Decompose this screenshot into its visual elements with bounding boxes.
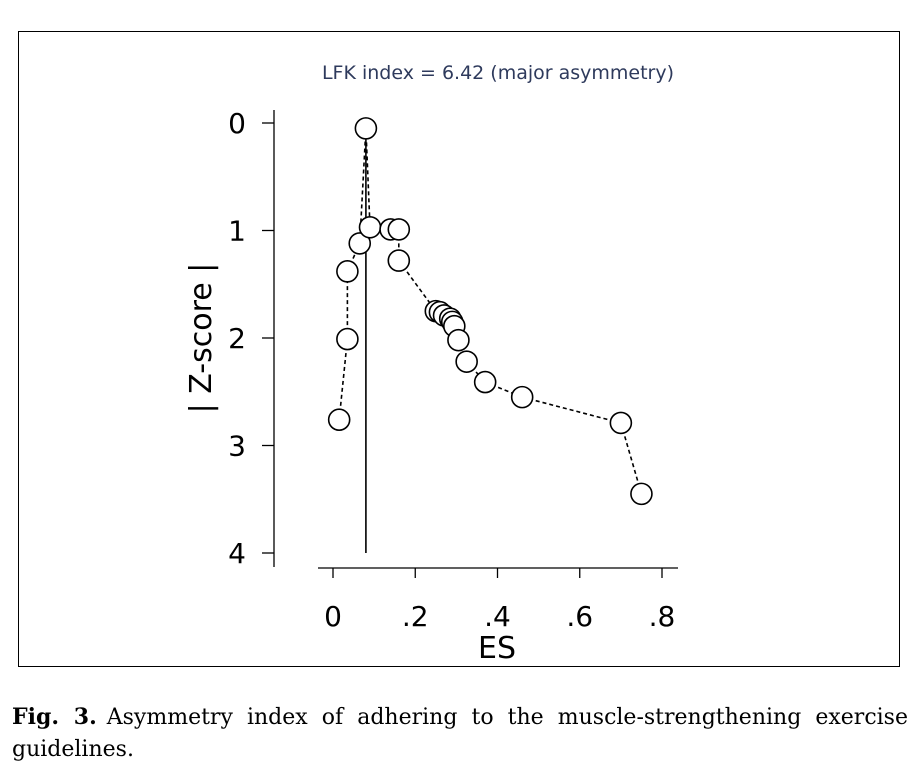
- caption-text: Asymmetry index of adhering to the muscl…: [12, 705, 908, 762]
- connector-segment: [358, 128, 367, 244]
- figure-caption: Fig. 3. Asymmetry index of adhering to th…: [12, 701, 908, 766]
- data-point: [354, 117, 378, 140]
- caption-label: Fig. 3.: [12, 704, 97, 730]
- y-tick-label: 1: [228, 215, 246, 248]
- data-point: [447, 328, 470, 352]
- data-point: [387, 249, 411, 272]
- data-point: [510, 385, 534, 409]
- data-point: [455, 350, 478, 373]
- data-point: [473, 370, 497, 394]
- data-point: [630, 482, 653, 506]
- x-axis-label: ES: [478, 631, 516, 666]
- y-axis-label: | Z-score |: [184, 263, 219, 414]
- connector-lines: [338, 128, 643, 495]
- connector-segment: [365, 128, 371, 228]
- axes: 0 1 2 3 4 0 .2 .4 .6 .8: [228, 107, 678, 633]
- data-point: [336, 260, 359, 283]
- connector-segment: [521, 396, 622, 424]
- connector-segment: [346, 243, 361, 272]
- data-point: [327, 408, 351, 432]
- data-point: [336, 327, 359, 351]
- data-point: [387, 218, 411, 241]
- data-point: [348, 232, 372, 255]
- x-tick-label: .4: [484, 600, 511, 633]
- y-tick-label: 0: [228, 107, 246, 140]
- data-point: [358, 215, 382, 239]
- x-tick-label: .8: [649, 600, 676, 633]
- connector-segment: [338, 338, 349, 420]
- x-tick-label: 0: [324, 600, 342, 633]
- y-tick-label: 3: [228, 430, 246, 463]
- data-point: [609, 411, 633, 435]
- x-tick-label: .2: [402, 600, 429, 633]
- chart: LFK index = 6.42 (major asymmetry) 0 1 2 3 4…: [184, 62, 678, 666]
- y-tick-label: 2: [228, 322, 246, 355]
- x-tick-label: .6: [566, 600, 593, 633]
- chart-title: LFK index = 6.42 (major asymmetry): [322, 62, 674, 84]
- data-points: [327, 117, 653, 506]
- connector-segment: [620, 422, 643, 495]
- y-tick-label: 4: [228, 537, 246, 570]
